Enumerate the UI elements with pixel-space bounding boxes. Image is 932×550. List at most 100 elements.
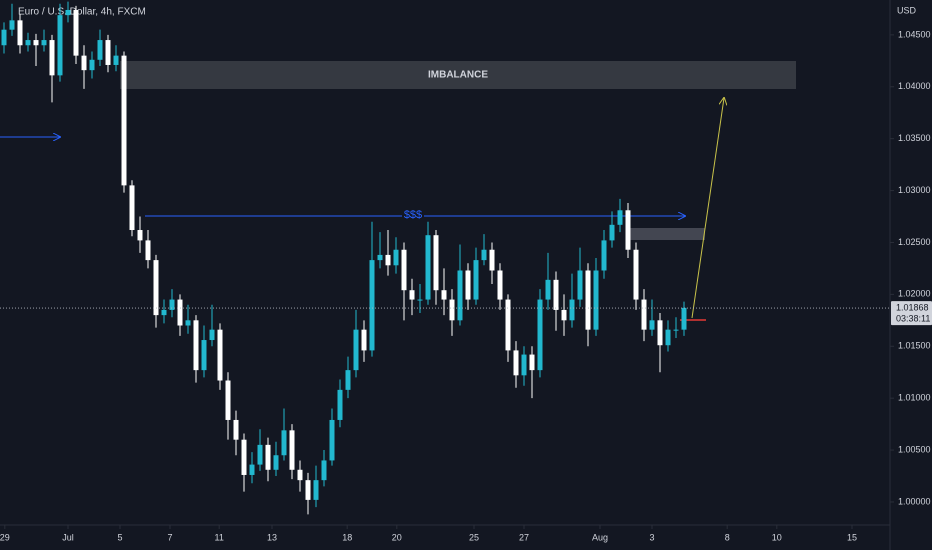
projection-arrow [691, 98, 724, 319]
candle-body [505, 299, 511, 351]
candle-body [473, 260, 479, 300]
gap-zone [628, 228, 705, 240]
candle-body [561, 309, 567, 321]
candle-body [225, 380, 231, 420]
candle-body [97, 40, 103, 60]
candle-body [593, 270, 599, 330]
y-tick-label: 1.01500 [898, 341, 931, 351]
candle-body [1, 29, 7, 46]
y-tick-label: 1.04000 [898, 81, 931, 91]
chart-title: Euro / U.S. Dollar, 4h, FXCM [18, 7, 146, 18]
candle-body [105, 40, 111, 65]
candle-body [369, 260, 375, 351]
candle-body [121, 55, 127, 186]
y-tick-label: 1.00000 [898, 496, 931, 506]
candle-body [481, 249, 487, 261]
y-tick-label: 1.03500 [898, 133, 931, 143]
candle-body [305, 480, 311, 500]
last-price-label: 1.01868 [896, 302, 929, 312]
x-tick-label: 18 [342, 532, 352, 542]
candle-body [113, 55, 119, 65]
x-tick-label: 29 [0, 532, 10, 542]
candle-body [297, 469, 303, 481]
candle-body [137, 230, 143, 241]
candle-body [441, 290, 447, 300]
candle-body [377, 254, 383, 261]
candle-body [201, 340, 207, 371]
x-tick-label: 3 [649, 532, 654, 542]
candle-body [609, 224, 615, 241]
candle-body [353, 329, 359, 371]
candle-body [33, 40, 39, 46]
x-tick-label: Aug [592, 532, 608, 542]
candle-body [657, 320, 663, 346]
candle-body [681, 307, 687, 330]
candle-body [425, 235, 431, 300]
candle-body [161, 309, 167, 316]
candle-body [409, 290, 415, 300]
candle-body [249, 464, 255, 475]
candle-body [489, 249, 495, 271]
candle-body [129, 185, 135, 231]
y-axis-label: USD [897, 5, 917, 15]
candle-body [465, 270, 471, 300]
candle-body [281, 430, 287, 456]
candle-body [361, 329, 367, 351]
candle-body [329, 419, 335, 461]
candle-body [169, 299, 175, 310]
x-tick-label: 10 [772, 532, 782, 542]
x-tick-label: 7 [167, 532, 172, 542]
candle-body [153, 260, 159, 316]
x-tick-label: 5 [117, 532, 122, 542]
candle-body [601, 240, 607, 271]
candle-body [233, 419, 239, 440]
candle-body [673, 329, 679, 331]
x-tick-label: 27 [519, 532, 529, 542]
x-tick-label: 13 [267, 532, 277, 542]
candle-body [417, 299, 423, 301]
candle-body [585, 270, 591, 330]
y-tick-label: 1.01000 [898, 393, 931, 403]
candle-body [617, 210, 623, 225]
candle-body [513, 350, 519, 376]
candle-body [193, 320, 199, 371]
candle-body [641, 299, 647, 330]
candle-body [401, 249, 407, 291]
imbalance-label: IMBALANCE [428, 70, 488, 81]
candle-body [521, 354, 527, 376]
candle-body [49, 40, 55, 76]
candle-body [9, 20, 15, 30]
candle-body [289, 430, 295, 470]
countdown-label: 03:38:11 [896, 313, 930, 323]
imbalance-zone [120, 61, 796, 89]
candle-body [529, 354, 535, 371]
candle-body [393, 249, 399, 266]
candle-body [345, 370, 351, 390]
candle-body [273, 455, 279, 470]
candle-body [145, 240, 151, 261]
candle-body [41, 40, 47, 46]
candle-body [497, 270, 503, 300]
candle-body [553, 279, 559, 310]
liquidity-label: $$$ [404, 209, 422, 221]
y-tick-label: 1.04500 [898, 29, 931, 39]
x-tick-label: Jul [62, 532, 74, 542]
candle-body [457, 270, 463, 321]
candle-body [57, 15, 63, 76]
x-tick-label: 11 [215, 532, 224, 542]
candle-body [257, 444, 263, 465]
candle-body [81, 55, 87, 71]
candle-body [337, 389, 343, 420]
candle-body [537, 299, 543, 371]
candle-body [241, 439, 247, 475]
candle-body [17, 20, 23, 46]
candle-body [217, 329, 223, 381]
candle-body [577, 270, 583, 300]
candle-body [433, 235, 439, 291]
candle-body [385, 254, 391, 266]
candle-body [177, 299, 183, 326]
x-tick-label: 20 [392, 532, 402, 542]
y-tick-label: 1.02500 [898, 237, 931, 247]
